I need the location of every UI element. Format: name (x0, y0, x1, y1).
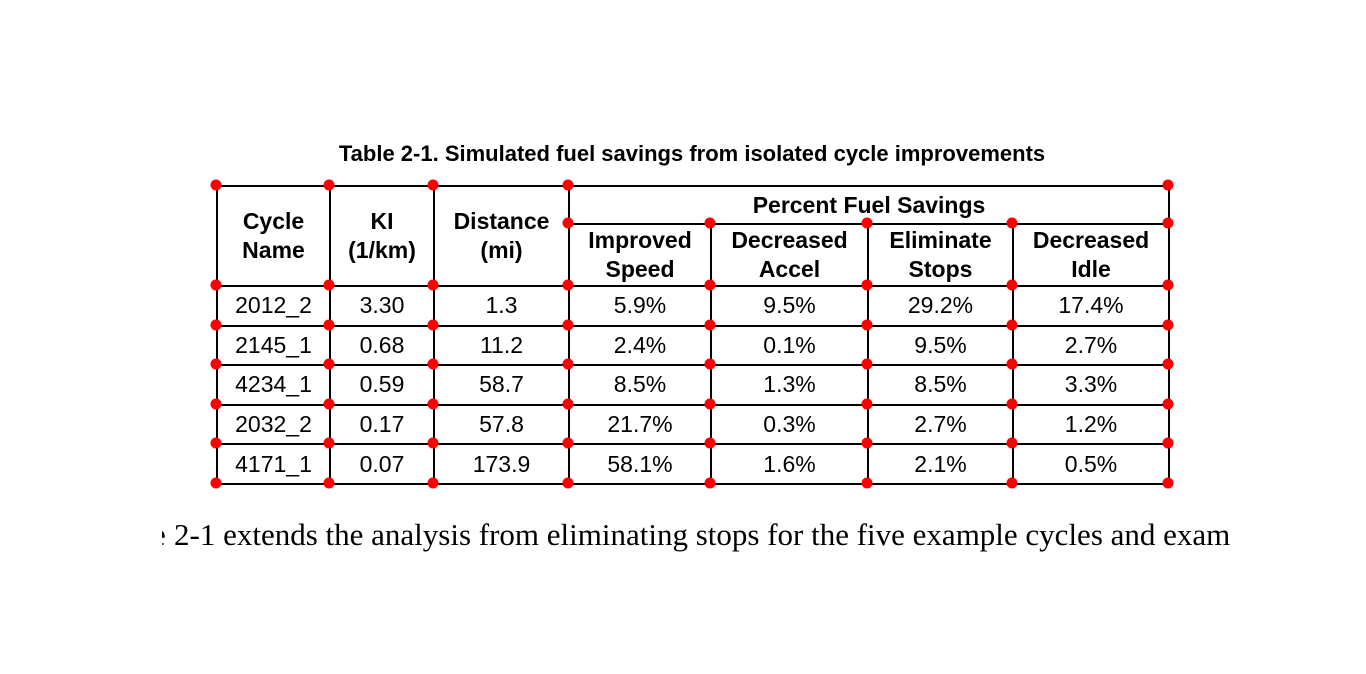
cell-eliminate_stops: 2.7% (867, 403, 1014, 446)
cell-ki: 0.59 (329, 364, 435, 406)
table-row: 2032_2 0.17 57.8 21.7% 0.3% 2.7% 1.2% (216, 403, 1171, 446)
cell-cycle_name: 2145_1 (216, 324, 331, 367)
body-paragraph-text: 2-1 extends the analysis from eliminatin… (174, 517, 1231, 552)
table-row: 2012_2 3.30 1.3 5.9% 9.5% 29.2% 17.4% (216, 285, 1171, 327)
cell-ki: 3.30 (329, 285, 435, 327)
cell-cycle_name: 2032_2 (216, 403, 331, 446)
table-caption: Table 2-1. Simulated fuel savings from i… (338, 141, 1046, 166)
cell-ki: 0.17 (329, 403, 435, 446)
cell-improved_speed: 5.9% (568, 285, 712, 327)
cell-eliminate_stops: 8.5% (867, 364, 1014, 406)
cell-ki: 0.07 (329, 443, 435, 485)
cell-decreased_accel: 9.5% (710, 285, 869, 327)
cell-distance: 57.8 (433, 403, 570, 446)
table-header: Cycle Name KI (1/km) Distance (mi) Perce… (216, 185, 1171, 287)
cell-cycle_name: 2012_2 (216, 285, 331, 327)
cell-decreased_idle: 0.5% (1011, 443, 1171, 485)
cell-improved_speed: 58.1% (568, 443, 712, 485)
body-paragraph: e 2-1 extends the analysis from eliminati… (162, 517, 1231, 553)
cell-decreased_accel: 0.3% (710, 403, 869, 446)
header-cycle-name: Cycle Name (216, 185, 331, 287)
cell-improved_speed: 8.5% (568, 364, 712, 406)
cell-distance: 173.9 (433, 443, 570, 485)
header-ki: KI (1/km) (329, 185, 435, 287)
cell-decreased_accel: 1.3% (710, 364, 869, 406)
cell-decreased_idle: 1.2% (1011, 403, 1171, 446)
header-decreased-idle: Decreased Idle (1011, 223, 1171, 287)
cell-cycle_name: 4171_1 (216, 443, 331, 485)
cell-cycle_name: 4234_1 (216, 364, 331, 406)
header-improved-speed: Improved Speed (568, 223, 712, 287)
table-row: 4171_1 0.07 173.9 58.1% 1.6% 2.1% 0.5% (216, 443, 1171, 485)
cell-improved_speed: 2.4% (568, 324, 712, 367)
cell-distance: 58.7 (433, 364, 570, 406)
table-row: 2145_1 0.68 11.2 2.4% 0.1% 9.5% 2.7% (216, 324, 1171, 367)
cell-improved_speed: 21.7% (568, 403, 712, 446)
cell-ki: 0.68 (329, 324, 435, 367)
cell-eliminate_stops: 9.5% (867, 324, 1014, 367)
header-distance: Distance (mi) (433, 185, 570, 287)
cell-distance: 11.2 (433, 324, 570, 367)
header-percent-fuel-savings: Percent Fuel Savings (567, 185, 1171, 225)
fuel-savings-table: Cycle Name KI (1/km) Distance (mi) Perce… (216, 185, 1171, 485)
table-row: 4234_1 0.59 58.7 8.5% 1.3% 8.5% 3.3% (216, 364, 1171, 406)
table-body: 2012_2 3.30 1.3 5.9% 9.5% 29.2% 17.4% 2145_1 0.6… (216, 285, 1171, 485)
cell-decreased_accel: 1.6% (710, 443, 869, 485)
cell-decreased_idle: 3.3% (1011, 364, 1171, 406)
cell-decreased_accel: 0.1% (710, 324, 869, 367)
header-decreased-accel: Decreased Accel (710, 223, 869, 287)
cell-decreased_idle: 17.4% (1011, 285, 1171, 327)
cell-eliminate_stops: 29.2% (867, 285, 1014, 327)
cell-distance: 1.3 (433, 285, 570, 327)
cell-eliminate_stops: 2.1% (867, 443, 1014, 485)
header-eliminate-stops: Eliminate Stops (867, 223, 1014, 287)
header-row-group: Cycle Name KI (1/km) Distance (mi) Perce… (216, 185, 1171, 287)
cell-decreased_idle: 2.7% (1011, 324, 1171, 367)
header-row-sub: Improved Speed Decreased Accel Eliminate… (217, 223, 1171, 287)
clipped-character: e (152, 517, 166, 552)
